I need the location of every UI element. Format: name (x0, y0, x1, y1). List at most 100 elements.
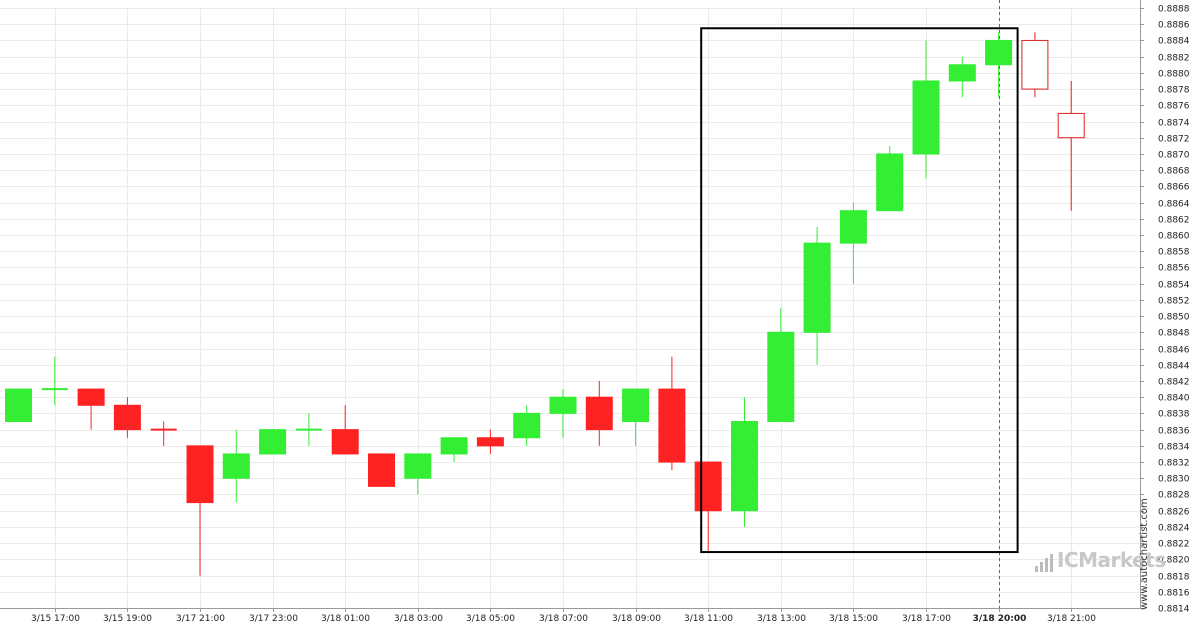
x-tick-label: 3/18 03:00 (394, 614, 443, 624)
logo-text: ICMarkets (1057, 548, 1166, 572)
y-tick-label: 0.8836 (1158, 427, 1190, 437)
y-tick-label: 0.8888 (1158, 5, 1190, 15)
x-tick-label: 3/18 01:00 (321, 614, 370, 624)
candle-body (440, 437, 468, 455)
y-tick-label: 0.8826 (1158, 508, 1190, 518)
candle (368, 453, 395, 487)
watermark: www.autochartist.com (1139, 498, 1150, 610)
candle (694, 461, 722, 552)
candle-body (368, 453, 395, 487)
y-tick-label: 0.8862 (1158, 216, 1190, 226)
candle (1021, 32, 1049, 98)
candle-body (5, 388, 32, 423)
x-tick-label: 3/18 11:00 (684, 614, 733, 624)
candle-body (731, 421, 758, 512)
y-tick-label: 0.8886 (1158, 21, 1190, 31)
y-tick-label: 0.8884 (1158, 37, 1190, 47)
candle (585, 380, 613, 446)
y-tick-label: 0.8846 (1158, 346, 1190, 356)
x-tick-label: 3/18 07:00 (539, 614, 588, 624)
icmarkets-logo: ICMarkets (1035, 548, 1166, 572)
y-tick-label: 0.8876 (1158, 102, 1190, 112)
candle (767, 308, 795, 423)
y-tick-label: 0.8834 (1158, 443, 1190, 453)
candle-body (803, 242, 831, 333)
y-tick-label: 0.8848 (1158, 329, 1190, 339)
x-tick-label: 3/18 09:00 (612, 614, 661, 624)
candle-body (585, 396, 613, 431)
y-tick-label: 0.8824 (1158, 524, 1190, 534)
y-tick-label: 0.8882 (1158, 54, 1190, 64)
candle-body (985, 39, 1013, 66)
candle (113, 397, 141, 438)
candle-body (404, 453, 432, 479)
candle-body (1057, 112, 1085, 139)
y-tick-label: 0.8844 (1158, 362, 1190, 372)
candle (222, 429, 250, 503)
candle-body (767, 331, 795, 423)
candle-body (476, 437, 504, 447)
candle (77, 388, 105, 430)
candle (440, 437, 468, 463)
candle (259, 429, 287, 455)
candle (186, 445, 214, 576)
x-tick-label: 3/17 21:00 (176, 614, 225, 624)
x-tick-label: 3/18 21:00 (1047, 614, 1096, 624)
candle-body (549, 396, 577, 414)
candle (513, 405, 541, 446)
candle (150, 421, 177, 446)
y-tick-label: 0.8866 (1158, 183, 1190, 193)
candle-body (839, 210, 867, 244)
pattern-box (700, 27, 1019, 554)
candle-body (948, 64, 976, 82)
y-tick-label: 0.8852 (1158, 297, 1190, 307)
candle-body (77, 388, 105, 406)
y-tick-label: 0.8856 (1158, 264, 1190, 274)
logo-bars-icon (1035, 554, 1053, 572)
y-tick-label: 0.8878 (1158, 86, 1190, 96)
candle-body (259, 429, 287, 455)
y-tick-label: 0.8870 (1158, 151, 1190, 161)
y-tick-label: 0.8860 (1158, 232, 1190, 242)
candle (404, 453, 432, 495)
candle (41, 356, 68, 406)
pattern-rectangle (700, 27, 1019, 554)
x-tick-label: 3/18 05:00 (466, 614, 515, 624)
candle (658, 356, 686, 471)
x-tick-label: 3/15 17:00 (31, 614, 80, 624)
candle-body (876, 153, 904, 212)
candle (549, 389, 577, 438)
x-tick-label: 3/18 20:00 (973, 614, 1027, 624)
candle-body (912, 80, 940, 155)
x-tick-label: 3/18 15:00 (829, 614, 878, 624)
candle-body (513, 412, 541, 439)
y-tick-label: 0.8828 (1158, 491, 1190, 501)
y-axis: 0.8814 0.8816 0.8818 0.8820 0.8822 0.8824 0.88… (1140, 0, 1190, 615)
y-tick-label: 0.8858 (1158, 248, 1190, 258)
candle (948, 56, 976, 98)
grid (0, 8, 1140, 609)
candle (731, 397, 758, 527)
candle (803, 226, 831, 365)
candle (876, 145, 904, 212)
y-tick-label: 0.8838 (1158, 410, 1190, 420)
candle-body (622, 388, 650, 423)
candle-body (658, 388, 686, 463)
candle-body (1021, 39, 1049, 90)
y-tick-label: 0.8880 (1158, 70, 1190, 80)
x-tick-label: 3/18 17:00 (902, 614, 951, 624)
y-tick-label: 0.8850 (1158, 313, 1190, 323)
candle-body (186, 445, 214, 504)
candle (331, 405, 359, 455)
candle (1057, 80, 1085, 211)
y-tick-label: 0.8872 (1158, 135, 1190, 145)
y-tick-label: 0.8864 (1158, 200, 1190, 210)
x-tick-label: 3/17 23:00 (249, 614, 298, 624)
candle (839, 202, 867, 284)
y-tick-label: 0.8830 (1158, 475, 1190, 485)
y-tick-label: 0.8874 (1158, 119, 1190, 129)
x-tick-label: 3/15 19:00 (103, 614, 152, 624)
candle (912, 40, 940, 179)
y-tick-label: 0.8822 (1158, 540, 1190, 550)
